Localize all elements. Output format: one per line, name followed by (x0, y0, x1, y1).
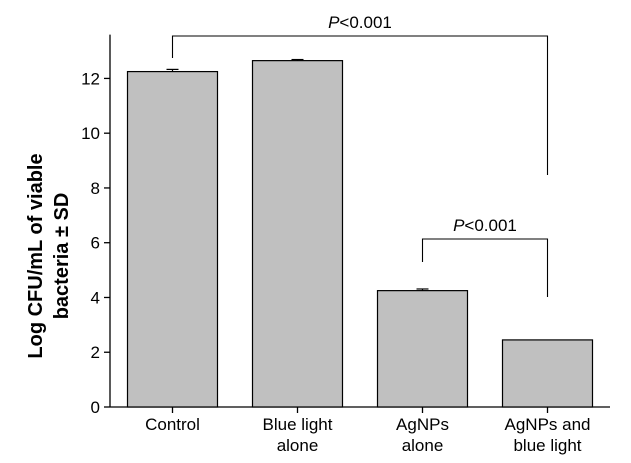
x-axis-labels: Control Blue light alone AgNPs alone AgNPs an… (145, 415, 590, 455)
y-tick-label: 0 (91, 398, 100, 417)
y-tick-label: 10 (81, 124, 100, 143)
x-tick-label: alone (402, 436, 444, 455)
x-tick-label: AgNPs and (505, 415, 591, 434)
x-tick-label: blue light (513, 436, 581, 455)
y-tick-label: 4 (91, 288, 100, 307)
x-tick-label: AgNPs (396, 415, 449, 434)
bars (126, 58, 594, 408)
bar (376, 290, 469, 408)
significance-bracket (171, 35, 549, 175)
x-tick-label: alone (277, 436, 319, 455)
y-axis-label: Log CFU/mL of viable bacteria ± SD (25, 153, 73, 358)
bar (126, 70, 219, 408)
y-tick-label: 8 (91, 179, 100, 198)
y-axis-label-line-2: bacteria ± SD (51, 193, 73, 320)
x-tick-label: Blue light (263, 415, 333, 434)
bar (251, 60, 344, 408)
x-tick-label: Control (145, 415, 200, 434)
y-tick-label: 6 (91, 234, 100, 253)
y-axis-label-line-1: Log CFU/mL of viable (25, 153, 47, 358)
y-tick-label: 12 (81, 69, 100, 88)
bar (501, 339, 594, 408)
significance-annotations: P<0.001 P<0.001 (171, 13, 549, 297)
significance-bracket (421, 238, 549, 297)
y-tick-label: 2 (91, 343, 100, 362)
significance-label: P<0.001 (453, 216, 517, 235)
significance-label: P<0.001 (328, 13, 392, 32)
